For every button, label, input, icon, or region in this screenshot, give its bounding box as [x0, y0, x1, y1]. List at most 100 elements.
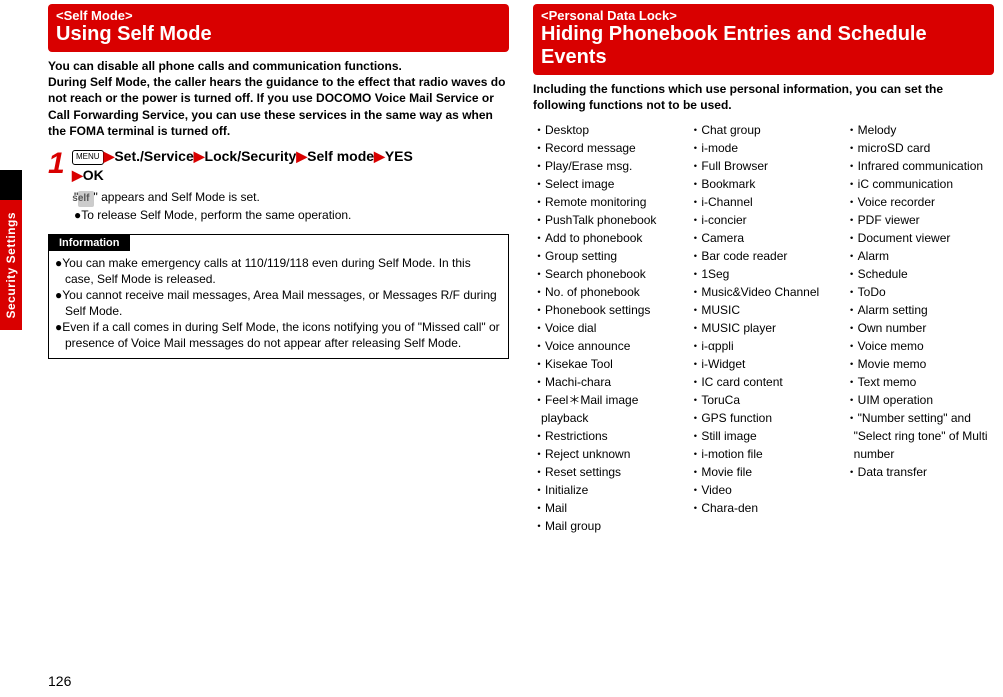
function-item: ・i-αppli [689, 337, 837, 355]
function-item: ・Chat group [689, 121, 837, 139]
left-header-title: Using Self Mode [56, 23, 501, 46]
function-item: ・Camera [689, 229, 837, 247]
menu-icon: MENU [72, 150, 104, 165]
function-item: ・Full Browser [689, 157, 837, 175]
function-item: ・MUSIC [689, 301, 837, 319]
function-item: ・Search phonebook [533, 265, 681, 283]
function-item: ・Alarm [846, 247, 994, 265]
functions-col-2: ・Chat group・i-mode・Full Browser・Bookmark… [689, 121, 837, 535]
step-sub-notes: "self" appears and Self Mode is set. ●To… [72, 189, 509, 224]
function-item: ・Mail [533, 499, 681, 517]
information-list: ●You can make emergency calls at 110/119… [49, 251, 508, 358]
function-item: ・i-concier [689, 211, 837, 229]
information-label: Information [49, 235, 130, 251]
right-header-box: <Personal Data Lock> Hiding Phonebook En… [533, 4, 994, 75]
function-item: ・Machi-chara [533, 373, 681, 391]
function-item: ・Own number [846, 319, 994, 337]
function-item: ・IC card content [689, 373, 837, 391]
arrow-icon: ▶ [374, 148, 385, 164]
side-tab-label: Security Settings [4, 212, 18, 319]
function-item: ・Voice dial [533, 319, 681, 337]
function-item: ・i-Widget [689, 355, 837, 373]
arrow-icon: ▶ [296, 148, 307, 164]
right-header-title: Hiding Phonebook Entries and Schedule Ev… [541, 23, 986, 69]
path-seg-3: Self mode [307, 148, 374, 164]
function-item: ・iC communication [846, 175, 994, 193]
functions-columns: ・Desktop・Record message・Play/Erase msg.・… [533, 121, 994, 535]
self-icon: self [78, 191, 93, 207]
function-item: ・Remote monitoring [533, 193, 681, 211]
function-item: ・Feel＊Mail image playback [533, 391, 681, 427]
function-item: ・Phonebook settings [533, 301, 681, 319]
path-seg-5: OK [83, 167, 104, 183]
nav-path: MENU▶Set./Service▶Lock/Security▶Self mod… [72, 147, 509, 185]
function-item: ・Record message [533, 139, 681, 157]
function-item: ・Select image [533, 175, 681, 193]
note-suffix: " appears and Self Mode is set. [94, 190, 260, 204]
function-item: ・Initialize [533, 481, 681, 499]
function-item: ・Data transfer [846, 463, 994, 481]
path-seg-4: YES [385, 148, 413, 164]
information-item: ●You cannot receive mail messages, Area … [55, 287, 502, 319]
function-item: ・Melody [846, 121, 994, 139]
function-item: ・Reject unknown [533, 445, 681, 463]
side-tab: Security Settings [0, 170, 22, 330]
left-header-tag: <Self Mode> [56, 8, 501, 23]
function-item: ・Voice announce [533, 337, 681, 355]
function-item: ・Play/Erase msg. [533, 157, 681, 175]
arrow-icon: ▶ [194, 148, 205, 164]
functions-col-3: ・Melody・microSD card・Infrared communicat… [846, 121, 994, 535]
step-row: 1 MENU▶Set./Service▶Lock/Security▶Self m… [48, 147, 509, 224]
function-item: ・ToruCa [689, 391, 837, 409]
right-intro: Including the functions which use person… [533, 81, 994, 113]
information-block: Information ●You can make emergency call… [48, 234, 509, 359]
function-item: ・Mail group [533, 517, 681, 535]
function-item: ・Alarm setting [846, 301, 994, 319]
function-item: ・Desktop [533, 121, 681, 139]
function-item: ・i-mode [689, 139, 837, 157]
function-item: ・No. of phonebook [533, 283, 681, 301]
functions-col-1: ・Desktop・Record message・Play/Erase msg.・… [533, 121, 681, 535]
function-item: ・MUSIC player [689, 319, 837, 337]
function-item: ・GPS function [689, 409, 837, 427]
side-tab-red: Security Settings [0, 200, 22, 330]
function-item: ・PushTalk phonebook [533, 211, 681, 229]
side-tab-black [0, 170, 22, 200]
function-item: ・Add to phonebook [533, 229, 681, 247]
function-item: ・Text memo [846, 373, 994, 391]
page-number: 126 [48, 673, 71, 689]
function-item: ・"Number setting" and "Select ring tone"… [846, 409, 994, 463]
path-seg-1: Set./Service [114, 148, 193, 164]
function-item: ・Infrared communication [846, 157, 994, 175]
right-header-tag: <Personal Data Lock> [541, 8, 986, 23]
function-item: ・PDF viewer [846, 211, 994, 229]
function-item: ・Voice memo [846, 337, 994, 355]
function-item: ・microSD card [846, 139, 994, 157]
left-column: <Self Mode> Using Self Mode You can disa… [48, 4, 509, 535]
right-column: <Personal Data Lock> Hiding Phonebook En… [533, 4, 994, 535]
function-item: ・Voice recorder [846, 193, 994, 211]
function-item: ・UIM operation [846, 391, 994, 409]
function-item: ・Movie file [689, 463, 837, 481]
function-item: ・i-motion file [689, 445, 837, 463]
function-item: ・1Seg [689, 265, 837, 283]
function-item: ・Bar code reader [689, 247, 837, 265]
step-body: MENU▶Set./Service▶Lock/Security▶Self mod… [72, 147, 509, 224]
function-item: ・Reset settings [533, 463, 681, 481]
function-item: ・Movie memo [846, 355, 994, 373]
information-item: ●You can make emergency calls at 110/119… [55, 255, 502, 287]
function-item: ・Group setting [533, 247, 681, 265]
path-seg-2: Lock/Security [205, 148, 297, 164]
function-item: ・Bookmark [689, 175, 837, 193]
function-item: ・i-Channel [689, 193, 837, 211]
function-item: ・Music&Video Channel [689, 283, 837, 301]
step-number: 1 [48, 147, 68, 179]
information-item: ●Even if a call comes in during Self Mod… [55, 319, 502, 351]
self-mode-note: "self" appears and Self Mode is set. [74, 189, 509, 207]
function-item: ・Document viewer [846, 229, 994, 247]
left-header-box: <Self Mode> Using Self Mode [48, 4, 509, 52]
function-item: ・Still image [689, 427, 837, 445]
function-item: ・Schedule [846, 265, 994, 283]
arrow-icon: ▶ [72, 167, 83, 183]
function-item: ・Kisekae Tool [533, 355, 681, 373]
